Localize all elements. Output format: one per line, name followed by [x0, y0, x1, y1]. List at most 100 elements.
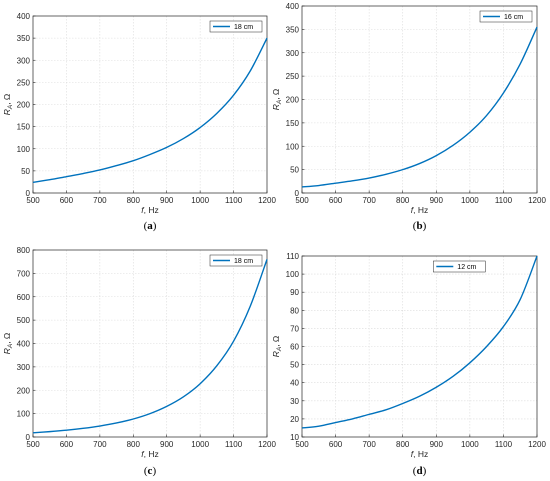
y-tick-label: 350 [17, 34, 31, 43]
y-tick-label: 0 [295, 189, 300, 198]
panel-caption: (d) [413, 465, 427, 477]
y-axis-label: RA, Ω [2, 94, 14, 116]
y-tick-label: 700 [17, 269, 31, 278]
x-tick-label: 900 [160, 440, 174, 449]
x-tick-label: 700 [362, 196, 376, 205]
y-tick-label: 90 [290, 288, 299, 297]
panel-caption: (a) [144, 220, 157, 232]
chart-panel-a: 500 600 700 800 900 1000 1100 1200 0 50 100 150 200 2… [2, 12, 276, 232]
x-tick-label: 900 [430, 440, 444, 449]
y-tick-label: 800 [17, 246, 31, 255]
x-tick-label: 1000 [461, 440, 479, 449]
series-line-12-cm [301, 255, 538, 429]
x-tick-label: 1200 [258, 440, 276, 449]
y-tick-label: 300 [17, 56, 31, 65]
y-tick-label: 600 [17, 293, 31, 302]
y-tick-label: 80 [290, 306, 299, 315]
x-tick-label: 1200 [258, 196, 276, 205]
y-tick-label: 100 [286, 270, 300, 279]
x-axis-label: f, Hz [141, 449, 159, 459]
y-tick-label: 30 [290, 397, 299, 406]
y-tick-label: 100 [17, 410, 31, 419]
x-tick-label: 800 [396, 196, 410, 205]
y-tick-label: 10 [290, 433, 299, 442]
x-tick-label: 1100 [495, 440, 513, 449]
x-tick-label: 1100 [225, 440, 243, 449]
y-tick-label: 50 [21, 167, 30, 176]
x-tick-label: 600 [60, 196, 74, 205]
panel-caption: (b) [413, 220, 427, 232]
y-tick-label: 50 [290, 361, 299, 370]
x-tick-label: 600 [329, 196, 343, 205]
y-tick-label: 400 [286, 2, 300, 11]
y-tick-label: 0 [26, 433, 31, 442]
y-tick-label: 150 [286, 119, 300, 128]
legend-box [479, 10, 533, 23]
y-tick-label: 250 [286, 72, 300, 81]
x-tick-label: 1100 [225, 196, 243, 205]
y-tick-label: 0 [26, 189, 31, 198]
x-tick-label: 600 [329, 440, 343, 449]
legend-box [209, 254, 263, 267]
x-tick-label: 1000 [191, 440, 209, 449]
y-tick-label: 200 [17, 101, 31, 110]
x-axis-label: f, Hz [411, 205, 429, 215]
y-tick-label: 300 [17, 363, 31, 372]
y-tick-label: 350 [286, 25, 300, 34]
x-tick-label: 700 [362, 440, 376, 449]
y-tick-label: 110 [286, 252, 299, 261]
x-tick-label: 600 [60, 440, 74, 449]
legend-box [209, 20, 263, 33]
y-tick-label: 200 [17, 386, 31, 395]
x-tick-label: 500 [26, 440, 40, 449]
x-tick-label: 1100 [495, 196, 513, 205]
y-tick-label: 20 [290, 415, 299, 424]
y-tick-label: 100 [17, 145, 31, 154]
x-tick-label: 1200 [528, 440, 546, 449]
legend: 12 cm [433, 260, 486, 273]
y-tick-label: 400 [17, 340, 31, 349]
legend-box [433, 260, 486, 273]
x-tick-label: 800 [127, 440, 141, 449]
chart-panel-b: 500 600 700 800 900 1000 1100 1200 0 50 100 150 200 2… [271, 2, 546, 232]
y-tick-label: 100 [286, 142, 300, 151]
y-axis-label: RA, Ω [271, 89, 283, 111]
x-tick-label: 900 [430, 196, 444, 205]
x-tick-label: 700 [93, 440, 107, 449]
y-tick-label: 70 [290, 324, 299, 333]
x-tick-label: 1000 [191, 196, 209, 205]
x-tick-label: 800 [127, 196, 141, 205]
panel-caption: (c) [144, 465, 157, 477]
series-line-18-cm [32, 37, 268, 184]
y-tick-label: 200 [286, 96, 300, 105]
legend: 18 cm [209, 20, 263, 33]
x-tick-label: 800 [396, 440, 410, 449]
y-tick-label: 40 [290, 379, 299, 388]
x-tick-label: 1000 [461, 196, 479, 205]
y-tick-label: 500 [17, 316, 31, 325]
legend-label: 12 cm [457, 264, 476, 271]
x-axis-label: f, Hz [411, 449, 429, 459]
chart-panel-c: 500 600 700 800 900 1000 1100 1200 0 100 200 300 400… [2, 246, 276, 477]
x-tick-label: 500 [295, 196, 309, 205]
legend: 16 cm [479, 10, 533, 23]
series-line-18-cm [32, 259, 268, 434]
y-tick-label: 250 [17, 78, 31, 87]
legend-label: 18 cm [234, 258, 253, 265]
legend-label: 16 cm [504, 14, 523, 21]
series-line-16-cm [301, 26, 538, 188]
y-tick-label: 400 [17, 12, 31, 21]
y-tick-label: 300 [286, 49, 300, 58]
x-tick-label: 500 [295, 440, 309, 449]
legend-label: 18 cm [234, 24, 253, 31]
x-axis-label: f, Hz [141, 205, 159, 215]
y-tick-label: 60 [290, 343, 299, 352]
y-tick-label: 50 [290, 166, 299, 175]
x-tick-label: 900 [160, 196, 174, 205]
chart-panel-d: 500 600 700 800 900 1000 1100 1200 10 20 30 40 50 60 7… [271, 252, 546, 477]
x-tick-label: 500 [26, 196, 40, 205]
y-axis-label: RA, Ω [2, 333, 14, 355]
y-tick-label: 150 [17, 123, 31, 132]
y-axis-label: RA, Ω [271, 336, 283, 358]
